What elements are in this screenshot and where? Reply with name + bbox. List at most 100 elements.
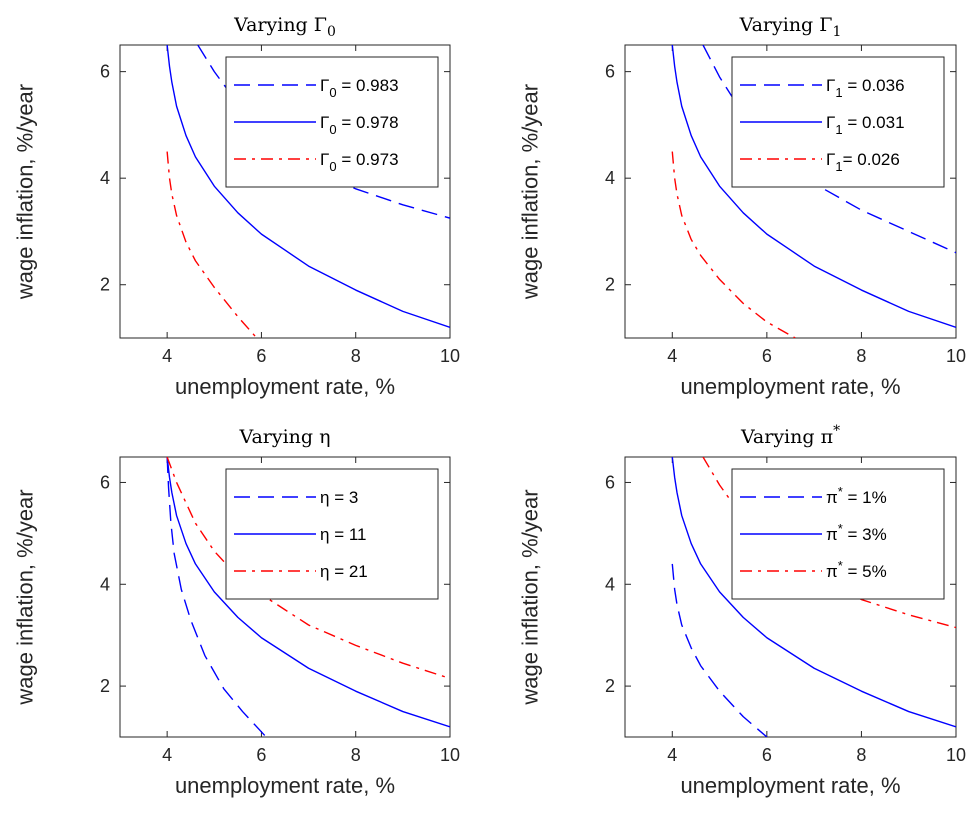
x-tick-label: 8 — [856, 745, 866, 765]
series-line-solid — [166, 45, 450, 329]
legend-entry: Γ0 = 0.983 — [320, 76, 399, 100]
legend-entry: η = 3 — [320, 488, 358, 507]
legend-entry: π* = 3% — [826, 521, 887, 544]
x-tick-label: 4 — [667, 745, 677, 765]
chart-panel-1: 4 6 8 10 2 4 6 unemployment rate, % wage inflati… — [13, 14, 461, 399]
x-axis-label: unemployment rate, % — [175, 773, 395, 798]
legend-subscript: 1 — [835, 159, 842, 174]
x-tick-label: 10 — [440, 745, 460, 765]
y-axis-label: wage inflation, %/year — [518, 489, 543, 705]
series-line-dashed — [197, 45, 450, 219]
y-tick-label: 2 — [605, 275, 615, 295]
legend-symbol: η — [320, 525, 329, 544]
legend-entry: Γ0 = 0.978 — [320, 113, 399, 137]
legend: η = 3η = 11η = 21 — [225, 468, 439, 600]
y-tick-label: 6 — [100, 62, 110, 82]
legend-value: = 0.973 — [337, 150, 399, 169]
x-axis-label: unemployment rate, % — [680, 374, 900, 399]
y-tick-label: 4 — [605, 574, 615, 594]
legend: π* = 1%π* = 3%π* = 5% — [731, 468, 945, 600]
x-tick-label: 6 — [762, 346, 772, 366]
x-tick-label: 4 — [162, 346, 172, 366]
y-tick-label: 6 — [605, 62, 615, 82]
y-axis-label: wage inflation, %/year — [518, 84, 543, 300]
legend-symbol: Γ — [826, 150, 835, 169]
x-tick-label: 6 — [256, 745, 266, 765]
legend-subscript: 0 — [329, 122, 336, 137]
legend-entry: η = 11 — [320, 525, 367, 544]
series-line-solid — [671, 457, 956, 728]
legend-superscript: * — [838, 521, 843, 536]
series-line-dashed — [166, 457, 267, 737]
legend-entry: η = 21 — [320, 562, 368, 581]
x-tick-label: 8 — [856, 346, 866, 366]
series-line-solid — [166, 457, 450, 728]
y-tick-label: 6 — [605, 472, 615, 492]
x-tick-label: 8 — [351, 346, 361, 366]
y-tick-label: 4 — [100, 168, 110, 188]
y-axis-label: wage inflation, %/year — [13, 489, 38, 705]
series-line-dashed — [671, 563, 768, 737]
legend-entry: Γ0 = 0.973 — [320, 150, 399, 174]
legend-value: = 21 — [329, 562, 367, 581]
y-tick-label: 2 — [100, 676, 110, 696]
legend-value: = 11 — [329, 525, 366, 544]
legend-subscript: 1 — [835, 122, 842, 137]
x-tick-label: 10 — [946, 346, 966, 366]
legend-symbol: π — [826, 488, 838, 507]
legend-entry: π* = 5% — [826, 558, 887, 581]
x-tick-label: 6 — [256, 346, 266, 366]
chart-title-text: Varying Γ — [739, 14, 833, 36]
x-tick-label: 10 — [946, 745, 966, 765]
legend-symbol: π — [826, 525, 838, 544]
chart-panel-4: 4 6 8 10 2 4 6 unemployment rate, % wage inflati… — [518, 423, 967, 798]
series-line-dashdot — [166, 151, 258, 338]
legend-value: = 0.031 — [843, 113, 905, 132]
chart-title: Varying Γ1 — [739, 14, 842, 40]
legend-subscript: 0 — [329, 159, 336, 174]
chart-title-subscript: 1 — [832, 24, 841, 40]
legend-entry: Γ1 = 0.036 — [826, 76, 905, 100]
y-tick-label: 4 — [100, 574, 110, 594]
x-tick-label: 6 — [762, 745, 772, 765]
chart-title: Varying Γ0 — [233, 14, 336, 40]
chart-panel-2: 4 6 8 10 2 4 6 unemployment rate, % wage inflati… — [518, 14, 967, 399]
chart-title-text: Varying η — [238, 426, 330, 448]
chart-title-text: Varying Γ — [233, 14, 327, 36]
legend-symbol: Γ — [826, 113, 835, 132]
legend-symbol: Γ — [320, 76, 329, 95]
legend-value: = 5% — [843, 562, 887, 581]
chart-panel-3: 4 6 8 10 2 4 6 unemployment rate, % wage inflati… — [13, 426, 461, 798]
legend-entry: Γ1= 0.026 — [826, 150, 900, 174]
legend-entry: π* = 1% — [826, 484, 887, 507]
y-axis-label: wage inflation, %/year — [13, 84, 38, 300]
chart-title: Varying π* — [740, 423, 840, 448]
x-tick-label: 8 — [351, 745, 361, 765]
series-line-dashdot — [671, 151, 796, 338]
x-axis-label: unemployment rate, % — [175, 374, 395, 399]
legend-value: = 0.978 — [337, 113, 399, 132]
legend-value: = 1% — [843, 488, 887, 507]
legend-entry: Γ1 = 0.031 — [826, 113, 905, 137]
y-tick-label: 4 — [605, 168, 615, 188]
legend-value: = 0.983 — [337, 76, 399, 95]
legend-value: = 0.036 — [843, 76, 905, 95]
legend-subscript: 0 — [329, 85, 336, 100]
legend-value: = 3 — [329, 488, 358, 507]
y-tick-label: 2 — [100, 275, 110, 295]
legend-symbol: η — [320, 488, 329, 507]
chart-title-subscript: 0 — [327, 24, 336, 40]
chart-title-text: Varying π — [740, 426, 833, 448]
legend-symbol: π — [826, 562, 838, 581]
x-tick-label: 4 — [162, 745, 172, 765]
chart-title: Varying η — [238, 426, 330, 448]
x-axis-label: unemployment rate, % — [680, 773, 900, 798]
series-line-solid — [671, 45, 956, 329]
legend-superscript: * — [838, 484, 843, 499]
y-tick-label: 2 — [605, 676, 615, 696]
legend-symbol: η — [320, 562, 329, 581]
x-tick-label: 10 — [440, 346, 460, 366]
